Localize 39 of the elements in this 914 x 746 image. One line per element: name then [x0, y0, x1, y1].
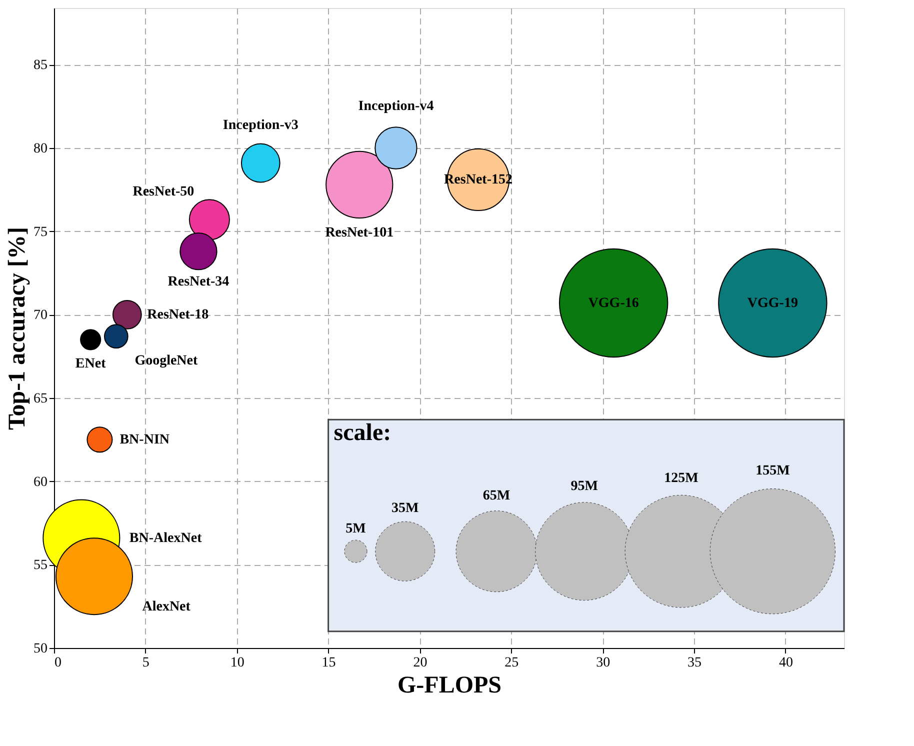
x-tick-label: 25	[504, 656, 519, 670]
series-label: BN-NIN	[120, 432, 170, 448]
y-tick-label: 75	[34, 224, 48, 240]
series-label: VGG-16	[588, 296, 639, 311]
x-tick-label: 5	[142, 656, 150, 670]
series-label: AlexNet	[142, 599, 191, 614]
legend-label: 5M	[346, 522, 366, 537]
x-tick-label: 30	[596, 656, 610, 670]
series-label: ENet	[75, 356, 106, 372]
series-label: VGG-19	[747, 296, 798, 311]
y-tick-label: 85	[34, 58, 48, 74]
x-tick-label: 0	[54, 656, 62, 670]
x-axis-title: G-FLOPS	[397, 672, 502, 698]
y-tick-label: 80	[34, 142, 48, 156]
x-tick-label: 35	[688, 656, 702, 670]
series-label: ResNet-18	[147, 308, 209, 323]
x-tick-label: 15	[322, 656, 336, 670]
y-tick-label: 65	[34, 392, 48, 406]
series-label: ResNet-34	[168, 274, 230, 290]
legend-label: 95M	[570, 479, 598, 494]
legend-label: 35M	[392, 500, 419, 516]
series-label: Inception-v4	[358, 99, 434, 114]
series-label: Inception-v3	[222, 118, 298, 133]
series-label: GoogleNet	[134, 353, 198, 368]
x-tick-label: 40	[778, 656, 793, 670]
legend-title: scale:	[334, 420, 392, 446]
series-label: ResNet-50	[132, 184, 194, 200]
legend-label: 155M	[756, 464, 790, 479]
y-tick-label: 70	[34, 308, 48, 324]
y-axis-title: Top-1 accuracy [%]	[4, 226, 30, 430]
x-tick-label: 20	[413, 656, 428, 670]
x-tick-label: 10	[230, 656, 244, 670]
legend-label: 125M	[664, 470, 698, 486]
legend-label: 65M	[482, 488, 510, 504]
series-label: ResNet-101	[325, 226, 394, 241]
y-tick-label: 55	[34, 558, 48, 574]
y-tick-label: 50	[34, 642, 48, 656]
y-tick-label: 60	[34, 474, 48, 490]
series-label: BN-AlexNet	[129, 531, 202, 546]
